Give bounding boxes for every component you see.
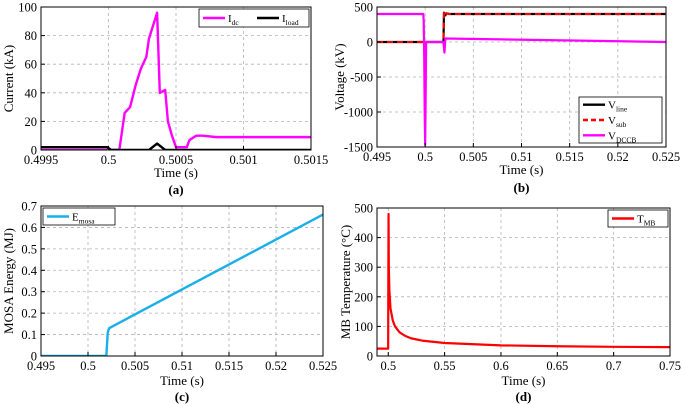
legend: Idc Iload xyxy=(198,8,310,28)
y-tick-label: 500 xyxy=(354,202,373,216)
legend-subscript: mosa xyxy=(79,217,96,226)
legend-subscript: load xyxy=(286,18,299,27)
x-tick-label: 0.5 xyxy=(80,359,96,373)
x-axis-label: Time (s) xyxy=(160,373,204,388)
x-tick-label: 0.505 xyxy=(121,359,149,373)
x-tick-label: 0.55 xyxy=(434,359,456,373)
x-tick-label: 0.495 xyxy=(363,150,391,164)
y-tick-label: 60 xyxy=(25,58,38,72)
x-axis-label: Time (s) xyxy=(502,373,546,388)
panel-caption: (b) xyxy=(514,180,530,195)
y-tick-label: 0.3 xyxy=(21,285,37,299)
y-tick-label: -1000 xyxy=(344,106,373,120)
series-line-VDCCB xyxy=(377,12,666,146)
y-tick-label: 0.7 xyxy=(21,200,37,214)
x-tick-label: 0.6 xyxy=(493,359,509,373)
y-tick-label: 0 xyxy=(31,144,37,158)
legend-label-Idc: Idc xyxy=(228,13,239,27)
x-tick-label: 0.5015 xyxy=(294,153,328,167)
chart-panel-a: 0.4995 0.5 0.5005 0.501 0.5015 0 20 40 60 80 100 Ti… xyxy=(1,1,328,198)
legend-subscript: line xyxy=(616,105,628,114)
axes-frame xyxy=(376,207,671,357)
x-tick-label: 0.525 xyxy=(309,359,337,373)
y-tick-label: 400 xyxy=(354,231,373,245)
series-line-Vsub xyxy=(377,11,666,43)
plot-area xyxy=(377,208,670,356)
legend: TMB xyxy=(607,209,669,228)
y-tick-label: 20 xyxy=(25,115,38,129)
y-tick-label: 0.6 xyxy=(21,221,37,235)
y-tick-label: 0 xyxy=(367,350,373,364)
x-axis-label: Time (s) xyxy=(154,165,198,180)
chart-panel-c: 0.495 0.5 0.505 0.51 0.515 0.52 0.525 0 0.1 0.2 0.… xyxy=(1,200,337,404)
y-tick-label: 500 xyxy=(354,1,373,15)
series-line-Emosa xyxy=(41,213,323,356)
x-tick-label: 0.505 xyxy=(459,150,487,164)
series-group xyxy=(377,11,666,146)
x-tick-label: 0.515 xyxy=(556,150,584,164)
x-tick-label: 0.65 xyxy=(546,359,568,373)
x-tick-label: 0.5 xyxy=(417,150,433,164)
legend-subscript: DCCB xyxy=(616,135,636,144)
y-tick-label: 100 xyxy=(354,320,373,334)
y-axis-label: Voltage (kV) xyxy=(332,43,347,110)
chart-panel-d: 0.5 0.55 0.6 0.65 0.7 0.75 0 100 200 300 400 500 Tim… xyxy=(338,202,681,404)
panel-caption: (d) xyxy=(516,389,532,404)
x-tick-label: 0.525 xyxy=(652,150,680,164)
series-line-Idc xyxy=(41,11,311,150)
y-tick-label: 100 xyxy=(18,1,37,15)
y-tick-label: 200 xyxy=(354,290,373,304)
series-line-TMB xyxy=(377,212,670,350)
y-tick-label: 0.2 xyxy=(21,307,37,321)
x-tick-label: 0.75 xyxy=(659,359,681,373)
chart-panel-b: 0.495 0.5 0.505 0.51 0.515 0.52 0.525 -1500 -100… xyxy=(332,1,680,196)
x-tick-label: 0.495 xyxy=(27,359,55,373)
y-tick-label: 0 xyxy=(367,36,373,50)
y-axis-label: MOSA Energy (MJ) xyxy=(1,228,16,334)
panel-caption: (a) xyxy=(168,182,183,197)
y-tick-label: 40 xyxy=(25,86,38,100)
y-tick-label: 80 xyxy=(25,29,38,43)
legend-subscript: dc xyxy=(232,18,240,27)
legend: Emosa xyxy=(42,207,116,226)
x-tick-label: 0.4995 xyxy=(24,153,58,167)
x-tick-label: 0.501 xyxy=(229,153,257,167)
x-tick-label: 0.52 xyxy=(607,150,629,164)
y-tick-label: -1500 xyxy=(344,141,373,155)
legend-box xyxy=(42,207,116,226)
y-axis-label: Current (kA) xyxy=(1,45,16,113)
legend-box xyxy=(198,8,310,28)
x-axis-label: Time (s) xyxy=(500,162,544,177)
x-tick-label: 0.52 xyxy=(265,359,287,373)
x-tick-label: 0.5 xyxy=(380,359,396,373)
y-tick-label: 300 xyxy=(354,261,373,275)
y-tick-label: 0.5 xyxy=(21,242,37,256)
series-group xyxy=(377,212,670,350)
legend-subscript: sub xyxy=(616,120,627,129)
legend-subscript: MB xyxy=(644,219,656,228)
y-tick-label: 0 xyxy=(31,350,37,364)
series-line-Iload xyxy=(41,142,311,150)
series-group xyxy=(41,213,323,356)
x-tick-label: 0.515 xyxy=(215,359,243,373)
x-tick-label: 0.5005 xyxy=(159,153,193,167)
series-group xyxy=(41,11,311,150)
legend-box xyxy=(607,209,669,228)
plot-area xyxy=(41,7,311,150)
x-tick-label: 0.51 xyxy=(171,359,193,373)
x-tick-label: 0.7 xyxy=(606,359,622,373)
x-tick-label: 0.5 xyxy=(101,153,117,167)
x-tick-label: 0.51 xyxy=(511,150,533,164)
y-tick-label: -500 xyxy=(350,71,373,85)
panel-caption: (c) xyxy=(175,389,189,404)
y-tick-label: 0.1 xyxy=(21,328,37,342)
y-tick-label: 0.4 xyxy=(21,264,37,278)
y-axis-label: MB Temperature (°C) xyxy=(338,225,353,340)
